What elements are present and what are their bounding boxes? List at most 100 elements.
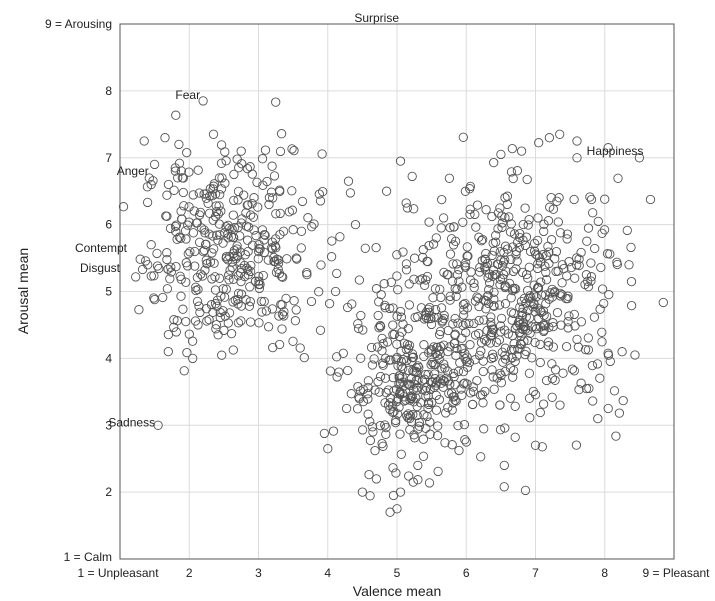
data-point bbox=[514, 328, 525, 338]
data-point bbox=[472, 375, 482, 386]
data-point bbox=[153, 420, 163, 430]
data-point bbox=[211, 206, 222, 217]
data-point bbox=[525, 246, 536, 257]
x-tick-label: 4 bbox=[324, 566, 331, 580]
data-point bbox=[443, 402, 453, 413]
data-point bbox=[410, 433, 420, 443]
data-point bbox=[458, 343, 468, 354]
data-point bbox=[171, 327, 181, 337]
data-point bbox=[489, 246, 499, 256]
data-point bbox=[537, 442, 547, 452]
data-point bbox=[427, 377, 438, 387]
data-point bbox=[257, 307, 267, 317]
data-point bbox=[552, 307, 563, 318]
data-point bbox=[419, 340, 429, 350]
data-point bbox=[443, 366, 453, 376]
data-point bbox=[169, 185, 179, 195]
data-point bbox=[216, 158, 227, 168]
data-point bbox=[235, 247, 245, 257]
data-point bbox=[576, 317, 587, 327]
data-point bbox=[496, 149, 506, 160]
data-point bbox=[418, 434, 429, 444]
data-point bbox=[374, 387, 384, 397]
data-point bbox=[193, 165, 203, 175]
data-point bbox=[512, 166, 523, 176]
data-point bbox=[488, 352, 498, 363]
data-point bbox=[249, 193, 259, 203]
data-point bbox=[570, 273, 580, 283]
data-point bbox=[317, 149, 327, 159]
data-point bbox=[499, 269, 509, 280]
data-point bbox=[146, 179, 156, 190]
data-point bbox=[271, 209, 281, 219]
data-point bbox=[451, 350, 461, 361]
data-point bbox=[458, 366, 469, 377]
data-point bbox=[597, 284, 608, 294]
data-point bbox=[569, 194, 579, 205]
data-point bbox=[448, 259, 458, 269]
data-point bbox=[423, 403, 433, 413]
data-point bbox=[396, 449, 406, 459]
data-point bbox=[456, 384, 466, 394]
data-point bbox=[179, 366, 189, 376]
data-point bbox=[393, 285, 403, 295]
data-point bbox=[374, 323, 384, 333]
data-point bbox=[181, 316, 191, 327]
data-point bbox=[449, 368, 459, 379]
data-point bbox=[524, 214, 534, 225]
data-point bbox=[562, 229, 573, 239]
data-point bbox=[266, 187, 277, 197]
data-point bbox=[366, 342, 377, 353]
y-tick-label: 4 bbox=[105, 351, 112, 365]
data-point bbox=[202, 316, 212, 326]
x-tick-label: 3 bbox=[255, 566, 262, 580]
x-tick-label: 7 bbox=[532, 566, 539, 580]
data-point bbox=[442, 270, 452, 280]
data-point bbox=[281, 293, 291, 304]
data-point bbox=[267, 304, 278, 314]
data-point bbox=[468, 382, 478, 392]
data-point bbox=[165, 223, 176, 234]
data-point bbox=[261, 306, 272, 316]
data-point bbox=[401, 265, 412, 275]
data-point bbox=[405, 380, 415, 391]
data-point bbox=[588, 208, 598, 218]
data-point bbox=[241, 295, 251, 305]
data-point bbox=[182, 147, 192, 158]
data-point bbox=[229, 223, 240, 233]
data-point bbox=[221, 156, 231, 166]
data-point bbox=[431, 378, 442, 388]
data-point bbox=[233, 222, 243, 232]
data-point bbox=[426, 346, 436, 356]
data-point bbox=[595, 304, 605, 314]
data-point bbox=[404, 279, 414, 289]
data-point bbox=[219, 325, 229, 336]
data-point bbox=[584, 383, 594, 394]
data-point bbox=[220, 147, 230, 157]
data-point bbox=[350, 219, 361, 230]
data-point bbox=[569, 309, 579, 320]
data-point bbox=[522, 174, 532, 185]
data-point bbox=[447, 440, 457, 450]
data-point bbox=[371, 242, 381, 253]
data-point bbox=[152, 261, 163, 271]
data-point bbox=[424, 217, 434, 227]
data-point bbox=[184, 329, 194, 339]
data-point bbox=[511, 250, 521, 260]
data-point bbox=[259, 247, 269, 258]
data-point bbox=[241, 208, 251, 218]
data-point bbox=[470, 296, 481, 306]
data-point bbox=[181, 258, 191, 268]
data-point bbox=[491, 337, 502, 347]
data-point bbox=[162, 284, 173, 294]
data-point bbox=[409, 204, 419, 214]
data-point bbox=[234, 163, 244, 173]
data-point bbox=[561, 341, 572, 352]
data-point bbox=[375, 320, 385, 331]
data-point bbox=[315, 196, 326, 206]
data-point bbox=[211, 320, 222, 330]
data-point bbox=[518, 235, 528, 245]
data-point bbox=[172, 234, 182, 244]
data-point bbox=[178, 304, 188, 314]
data-point bbox=[439, 359, 449, 369]
